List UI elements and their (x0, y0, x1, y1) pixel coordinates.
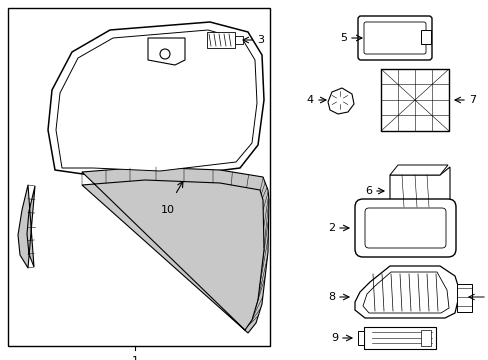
Text: 4: 4 (306, 95, 313, 105)
Bar (363, 327, 435, 349)
Bar (235, 36, 243, 44)
Text: 1: 1 (131, 356, 138, 360)
Text: 3: 3 (257, 35, 264, 45)
Text: 10: 10 (161, 205, 175, 215)
Bar (8, 8, 269, 346)
Text: 5: 5 (339, 33, 346, 43)
Text: 8: 8 (327, 292, 334, 302)
Bar (456, 284, 471, 312)
Text: 2: 2 (327, 223, 334, 233)
Polygon shape (82, 167, 268, 333)
Text: 9: 9 (330, 333, 337, 343)
Polygon shape (56, 30, 257, 171)
Bar (420, 330, 430, 346)
Polygon shape (362, 272, 448, 313)
Polygon shape (48, 22, 264, 178)
Polygon shape (357, 331, 363, 345)
Bar (380, 69, 448, 131)
Text: 7: 7 (468, 95, 475, 105)
FancyBboxPatch shape (364, 208, 445, 248)
FancyBboxPatch shape (363, 22, 425, 54)
Polygon shape (354, 266, 459, 318)
Polygon shape (148, 38, 184, 65)
Polygon shape (327, 88, 353, 114)
FancyBboxPatch shape (357, 16, 431, 60)
FancyBboxPatch shape (354, 199, 455, 257)
Text: 6: 6 (364, 186, 371, 196)
Polygon shape (389, 165, 447, 175)
Polygon shape (18, 185, 35, 268)
Bar (206, 32, 235, 48)
Polygon shape (389, 167, 449, 207)
Bar (420, 30, 430, 44)
